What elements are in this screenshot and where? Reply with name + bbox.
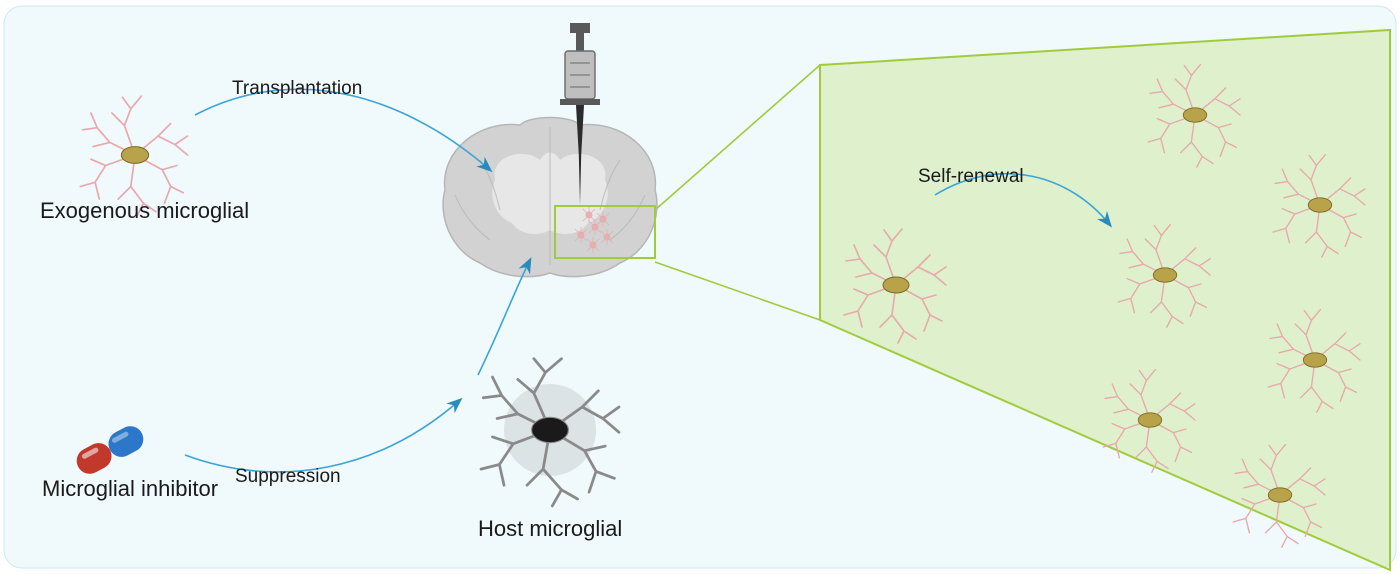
- inhibitor-label: Microglial inhibitor: [42, 476, 218, 502]
- diagram-canvas: Exogenous microglial Microglial inhibito…: [0, 0, 1400, 574]
- transplantation-label: Transplantation: [232, 78, 362, 100]
- suppression-label: Suppression: [235, 466, 341, 488]
- self-renewal-label: Self-renewal: [918, 166, 1024, 188]
- exogenous-label: Exogenous microglial: [40, 198, 249, 224]
- brain-icon: [443, 118, 657, 277]
- host-label: Host microglial: [478, 516, 622, 542]
